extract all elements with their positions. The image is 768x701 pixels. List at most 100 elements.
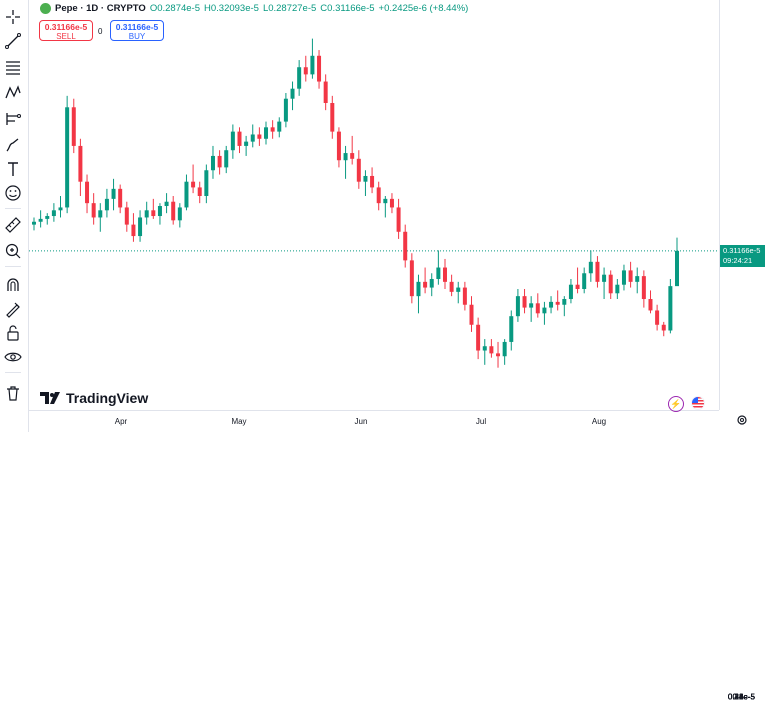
candle[interactable] [118,184,123,214]
buy-button[interactable]: 0.31166e-5 BUY [110,20,164,41]
candle[interactable] [608,270,613,300]
candle[interactable] [138,210,143,242]
price-chart[interactable] [29,0,719,410]
candle[interactable] [98,203,103,232]
candle[interactable] [370,167,375,194]
candle[interactable] [568,278,573,304]
candle[interactable] [51,203,56,222]
zoom-icon[interactable] [2,240,24,262]
candle[interactable] [535,293,540,318]
candle[interactable] [111,178,116,211]
candle[interactable] [522,289,527,314]
candle[interactable] [462,281,467,311]
fib-icon[interactable] [2,56,24,78]
candle[interactable] [38,210,43,228]
candle[interactable] [409,253,414,304]
candle[interactable] [71,98,76,154]
candle[interactable] [124,201,129,232]
candle[interactable] [635,267,640,294]
ruler-icon[interactable] [2,214,24,236]
candle[interactable] [621,264,626,291]
candle[interactable] [303,55,308,82]
candle[interactable] [542,301,547,325]
candle[interactable] [85,174,90,214]
candle[interactable] [177,203,182,228]
candle[interactable] [496,341,501,368]
candle[interactable] [65,95,70,214]
candle[interactable] [549,296,554,314]
candle[interactable] [131,213,136,242]
candle[interactable] [224,145,229,174]
candle[interactable] [144,201,149,225]
crosshair-icon[interactable] [2,6,24,28]
candle[interactable] [396,198,401,239]
candle[interactable] [416,274,421,314]
candle[interactable] [336,127,341,168]
candle[interactable] [383,196,388,218]
candle[interactable] [323,74,328,111]
candle[interactable] [476,317,481,360]
candle[interactable] [45,213,50,225]
candle[interactable] [204,164,209,204]
candle[interactable] [250,124,255,148]
candle[interactable] [655,304,660,331]
candle[interactable] [363,170,368,196]
candle[interactable] [449,274,454,297]
eye-icon[interactable] [2,346,24,368]
candle[interactable] [270,120,275,139]
candle[interactable] [264,121,269,145]
candle[interactable] [58,196,63,218]
candle[interactable] [555,290,560,311]
us-flag-icon[interactable] [691,396,705,410]
candle[interactable] [588,250,593,282]
candle[interactable] [283,92,288,128]
candle[interactable] [442,258,447,289]
candle[interactable] [210,145,215,179]
trendline-icon[interactable] [2,30,24,52]
candle[interactable] [529,296,534,322]
candle[interactable] [78,138,83,196]
candle[interactable] [502,339,507,365]
candle[interactable] [290,81,295,111]
candle[interactable] [237,127,242,154]
emoji-icon[interactable] [2,182,24,204]
candle[interactable] [171,196,176,225]
magnet-icon[interactable] [2,274,24,296]
candle[interactable] [489,339,494,358]
candle[interactable] [469,296,474,332]
brush-icon[interactable] [2,134,24,156]
candle[interactable] [661,321,666,337]
candle[interactable] [389,193,394,214]
candle[interactable] [456,281,461,304]
candle[interactable] [230,124,235,159]
candle[interactable] [184,174,189,211]
sell-button[interactable]: 0.31166e-5 SELL [39,20,93,41]
candle[interactable] [429,273,434,297]
lock-drawing-icon[interactable] [2,298,24,320]
candle[interactable] [575,267,580,294]
candle[interactable] [582,267,587,294]
candle[interactable] [257,127,262,146]
candle[interactable] [562,296,567,317]
forecast-icon[interactable] [2,108,24,130]
candle[interactable] [157,203,162,225]
text-icon[interactable] [2,158,24,180]
candle[interactable] [515,289,520,322]
candle[interactable] [151,198,156,219]
candle[interactable] [423,267,428,294]
candle[interactable] [217,150,222,175]
candle[interactable] [356,150,361,189]
gear-icon[interactable] [736,414,748,426]
candle[interactable] [376,181,381,211]
candle[interactable] [244,135,249,156]
candle[interactable] [104,188,109,218]
candle[interactable] [668,278,673,334]
candle[interactable] [297,60,302,96]
lock-icon[interactable] [2,322,24,344]
price-axis[interactable]: 0.48e-5 0.46e-5 0.44e-5 0.42e-5 0.4e-5 0.38e-… [719,0,768,701]
candle[interactable] [197,181,202,204]
candle[interactable] [675,237,679,287]
candle[interactable] [641,270,646,308]
candle[interactable] [403,224,408,268]
lightning-icon[interactable]: ⚡ [668,396,684,412]
